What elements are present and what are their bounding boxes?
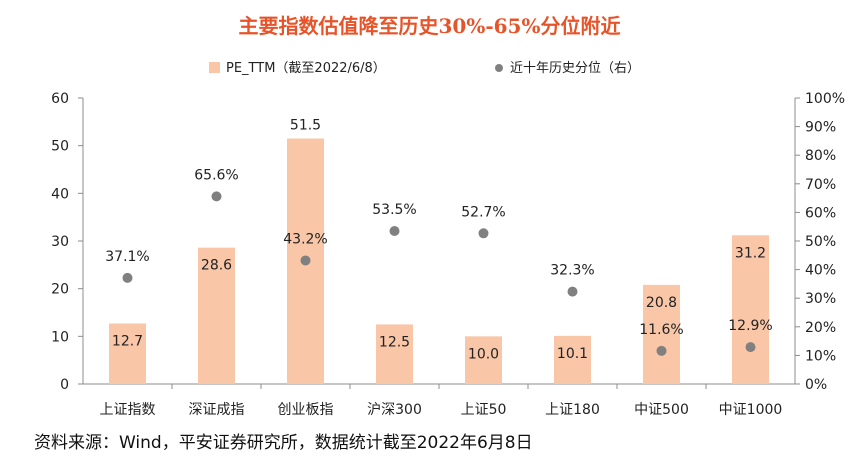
bar-data-label: 51.5 [290, 118, 321, 134]
percentile-point [122, 272, 133, 283]
y-right-tick-label: 90% [805, 120, 836, 136]
percentile-data-label: 52.7% [461, 204, 505, 220]
bar [643, 284, 680, 384]
y-right-tick-label: 50% [805, 234, 836, 250]
x-category-label: 深证成指 [189, 402, 245, 418]
legend-swatch-dot [495, 64, 503, 72]
y-right-tick-label: 30% [805, 291, 836, 307]
bar [554, 335, 591, 384]
percentile-data-label: 43.2% [283, 231, 327, 247]
percentile-point [211, 191, 222, 202]
bar [376, 324, 413, 384]
y-left-tick-label: 60 [51, 91, 69, 107]
legend-label-pe-ttm: PE_TTM（截至2022/6/8） [226, 61, 386, 76]
y-left-tick-label: 20 [51, 282, 69, 298]
y-left-tick-label: 40 [51, 186, 69, 202]
legend-swatch-bar [209, 62, 220, 73]
bar-data-label: 31.2 [735, 245, 766, 261]
x-category-label: 上证50 [461, 402, 507, 418]
bar-data-label: 12.7 [112, 333, 143, 349]
source-note: 资料来源：Wind，平安证券研究所，数据统计截至2022年6月8日 [34, 433, 533, 453]
percentile-data-label: 37.1% [105, 249, 149, 265]
percentile-data-label: 12.9% [728, 318, 772, 334]
y-left-tick-label: 50 [51, 139, 69, 155]
bar [109, 323, 146, 384]
percentile-data-label: 53.5% [372, 202, 416, 218]
percentile-point [745, 342, 756, 353]
y-right-tick-label: 0% [805, 377, 827, 393]
bar-data-label: 28.6 [201, 258, 232, 274]
percentile-point [300, 255, 311, 266]
bar-data-label: 12.5 [379, 334, 410, 350]
y-right-tick-label: 40% [805, 263, 836, 279]
x-category-label: 沪深300 [367, 402, 422, 418]
percentile-point [567, 286, 578, 297]
percentile-data-label: 11.6% [639, 322, 683, 338]
y-right-tick-label: 100% [805, 91, 845, 107]
y-left-tick-label: 10 [51, 329, 69, 345]
bar-data-label: 10.0 [468, 346, 499, 362]
bar-data-label: 10.1 [557, 346, 588, 362]
y-right-tick-label: 80% [805, 148, 836, 164]
x-category-label: 上证指数 [100, 402, 156, 418]
percentile-point [656, 345, 667, 356]
y-right-tick-label: 10% [805, 348, 836, 364]
bar-data-label: 20.8 [646, 295, 677, 311]
y-right-tick-label: 70% [805, 177, 836, 193]
chart-legend: PE_TTM（截至2022/6/8） 近十年历史分位（右） [0, 57, 859, 77]
legend-item-pe-ttm: PE_TTM（截至2022/6/8） [209, 57, 386, 76]
y-right-tick-label: 60% [805, 205, 836, 221]
chart-title: 主要指数估值降至历史30%-65%分位附近 [238, 14, 621, 38]
percentile-data-label: 32.3% [550, 263, 594, 279]
percentile-data-label: 65.6% [194, 167, 238, 183]
y-left-tick-label: 30 [51, 234, 69, 250]
bar [198, 247, 235, 384]
percentile-point [478, 228, 489, 239]
y-left-tick-label: 0 [60, 377, 69, 393]
bar [465, 336, 502, 384]
percentile-point [389, 225, 400, 236]
legend-label-percentile: 近十年历史分位（右） [510, 61, 641, 76]
x-category-label: 中证500 [634, 402, 689, 418]
x-category-label: 中证1000 [719, 402, 783, 418]
x-category-label: 上证180 [545, 402, 600, 418]
legend-item-percentile: 近十年历史分位（右） [495, 57, 640, 76]
y-right-tick-label: 20% [805, 320, 836, 336]
x-category-label: 创业板指 [278, 402, 334, 418]
bar [732, 235, 769, 384]
